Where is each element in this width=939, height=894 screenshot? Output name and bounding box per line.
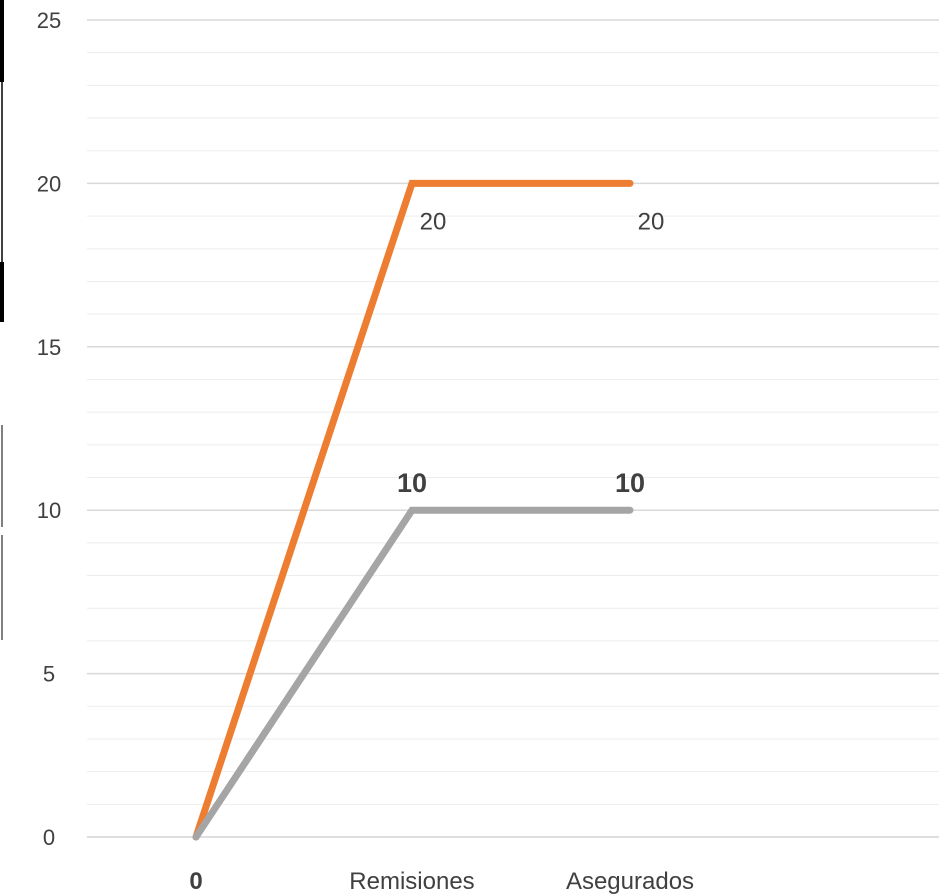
y-tick-label: 15 bbox=[37, 335, 61, 360]
series-line-1 bbox=[192, 179, 634, 841]
y-tick-label: 0 bbox=[43, 825, 55, 850]
x-tick-label: Asegurados bbox=[566, 868, 694, 894]
data-label: 10 bbox=[615, 468, 645, 498]
data-label: 20 bbox=[638, 208, 665, 235]
y-tick-label: 20 bbox=[37, 171, 61, 196]
data-label: 10 bbox=[397, 468, 427, 498]
series-line-2 bbox=[192, 506, 634, 841]
x-tick-label: 0 bbox=[189, 868, 202, 894]
x-axis-ticks: 0 Remisiones Asegurados bbox=[189, 868, 694, 894]
series-lines bbox=[192, 179, 634, 841]
y-tick-label: 10 bbox=[37, 498, 61, 523]
y-tick-label: 5 bbox=[43, 662, 55, 687]
y-tick-label: 25 bbox=[37, 8, 61, 33]
x-tick-label: Remisiones bbox=[349, 868, 474, 894]
y-axis-ticks: 0 5 10 15 20 25 bbox=[37, 8, 61, 850]
data-labels: 20 20 10 10 bbox=[397, 208, 664, 498]
data-label: 20 bbox=[420, 208, 447, 235]
gridlines bbox=[87, 19, 939, 838]
